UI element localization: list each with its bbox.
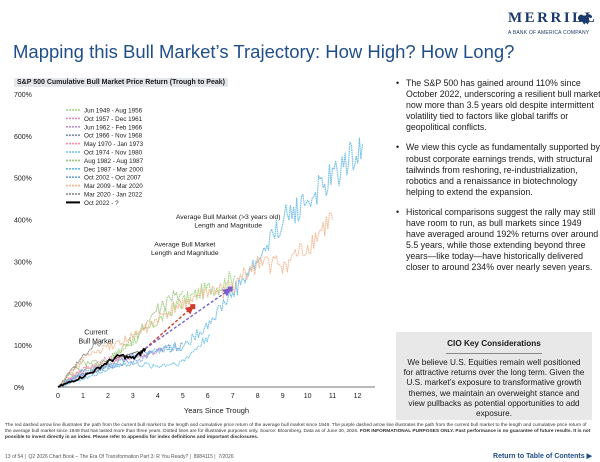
merrill-logo: MERRILL A BANK OF AMERICA COMPANY xyxy=(508,10,598,50)
divider xyxy=(446,353,542,354)
annotation-average-3yr: Average Bull Market (>3 years old) Length… xyxy=(176,214,281,230)
disclaimer-bold: FOR INFORMATIONAL PURPOSES ONLY. Past pe… xyxy=(5,429,591,440)
x-tick-label: 3 xyxy=(131,393,135,400)
y-tick-label: 700% xyxy=(14,92,32,99)
legend-label: Oct 2002 - Oct 2007 xyxy=(84,175,141,182)
y-tick-label: 400% xyxy=(14,218,32,225)
x-tick-label: 9 xyxy=(281,393,285,400)
commentary-bullet: We view this cycle as fundamentally supp… xyxy=(396,142,600,197)
annotation-current: Current Bull Market xyxy=(78,330,113,346)
x-tick-label: 8 xyxy=(256,393,260,400)
footer-info: 13 of 54 | Q2 2026 Chart Book – The Era … xyxy=(5,454,234,460)
series-line xyxy=(57,338,104,388)
commentary-list: The S&P 500 has gained around 110% since… xyxy=(396,78,600,283)
annotation-average: Average Bull Market Length and Magnitude xyxy=(151,242,219,257)
x-axis-label: Years Since Trough xyxy=(184,406,249,415)
legend-label: Oct 1966 - Nov 1968 xyxy=(84,133,143,140)
projection-arrow xyxy=(144,288,232,350)
series-line xyxy=(57,137,364,388)
legend-label: May 1970 - Jan 1973 xyxy=(84,141,144,148)
legend-label: Jun 1949 - Aug 1956 xyxy=(84,108,143,115)
x-tick-label: 7 xyxy=(231,393,235,400)
legend-label: Mar 2020 - Jan 2022 xyxy=(84,192,143,199)
y-tick-label: 200% xyxy=(14,301,32,308)
series-line xyxy=(57,347,147,388)
legend-label: Oct 1957 - Dec 1961 xyxy=(84,116,143,123)
y-tick-label: 100% xyxy=(14,343,32,350)
series-line xyxy=(57,333,211,388)
bull-icon xyxy=(577,14,593,25)
y-tick-label: 300% xyxy=(14,259,32,266)
page-title: Mapping this Bull Market’s Trajectory: H… xyxy=(13,41,515,62)
series-line xyxy=(57,341,184,388)
x-tick-label: 2 xyxy=(106,393,110,400)
legend-label: Aug 1982 - Aug 1987 xyxy=(84,158,144,165)
annotation-leader xyxy=(105,351,138,363)
legend-label: Mar 2009 - Mar 2020 xyxy=(84,183,143,190)
chart-title: S&P 500 Cumulative Bull Market Price Ret… xyxy=(14,78,228,87)
x-tick-label: 4 xyxy=(156,393,160,400)
brand-name: MERRILL xyxy=(508,10,598,26)
series-line xyxy=(57,365,111,388)
x-tick-label: 12 xyxy=(354,393,362,400)
y-tick-label: 0% xyxy=(14,385,24,392)
cio-considerations-box: CIO Key Considerations We believe U.S. E… xyxy=(396,332,592,420)
legend-label: Dec 1987 - Mar 2000 xyxy=(84,166,144,173)
cio-title: CIO Key Considerations xyxy=(447,339,541,348)
series-line xyxy=(57,212,334,388)
legend-label: Oct 1974 - Nov 1980 xyxy=(84,150,143,157)
projection-arrow xyxy=(144,305,194,350)
x-tick-label: 6 xyxy=(206,393,210,400)
document-title: Q2 2026 Chart Book – The Era Of Transfor… xyxy=(28,454,189,460)
legend-label: Oct 2022 - ? xyxy=(84,200,119,207)
legend-label: Jun 1962 - Feb 1966 xyxy=(84,124,143,131)
x-tick-label: 1 xyxy=(81,393,85,400)
disclaimer: The red dashed arrow line illustrates th… xyxy=(5,423,593,441)
target-marker xyxy=(227,286,233,292)
x-tick-label: 5 xyxy=(181,393,185,400)
x-tick-label: 11 xyxy=(329,393,336,400)
y-tick-label: 600% xyxy=(14,134,32,141)
disclaimer-text: The red dashed arrow line illustrates th… xyxy=(5,423,587,434)
commentary-bullet: The S&P 500 has gained around 110% since… xyxy=(396,78,600,133)
cio-body: We believe U.S. Equities remain well pos… xyxy=(403,358,585,419)
brand-subtitle: A BANK OF AMERICA COMPANY xyxy=(508,30,590,36)
return-to-toc-link[interactable]: Return to Table of Contents ▶ xyxy=(493,453,592,460)
bull-market-chart: 0%100%200%300%400%500%600%700%0 1 2 3 4 5 6 7 8 9… xyxy=(14,92,375,415)
x-tick-label: 10 xyxy=(304,393,312,400)
target-marker xyxy=(190,304,196,310)
document-code: 8984115 xyxy=(193,454,213,460)
commentary-bullet: Historical comparisons suggest the rally… xyxy=(396,207,600,274)
x-tick-label: 0 xyxy=(56,393,60,400)
document-date: 7/2026 xyxy=(218,454,234,460)
page-number: 13 of 54 xyxy=(5,454,24,460)
y-tick-label: 500% xyxy=(14,176,32,183)
